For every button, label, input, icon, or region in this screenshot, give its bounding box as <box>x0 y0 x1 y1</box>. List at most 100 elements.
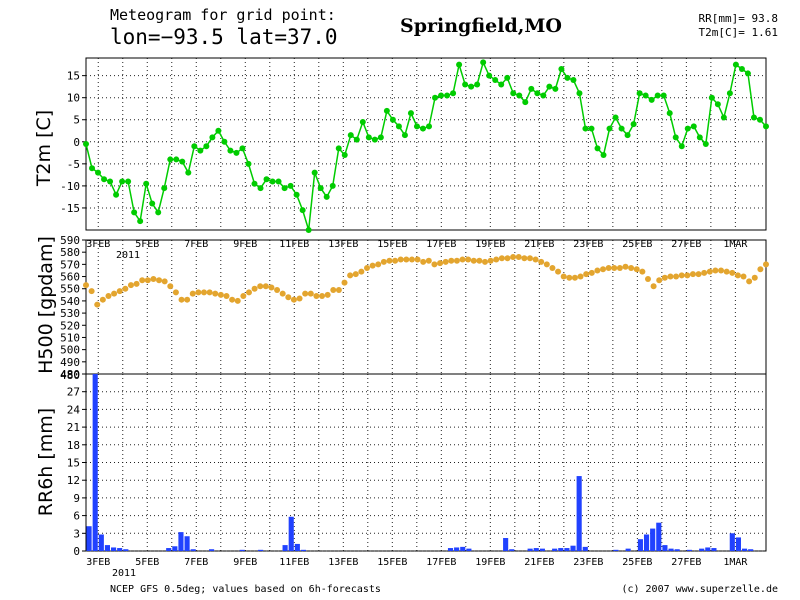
rr6h-bar <box>735 537 741 551</box>
h500-point <box>195 289 202 296</box>
t2m-point <box>305 227 312 233</box>
rr6h-bar <box>582 546 588 551</box>
t2m-point <box>95 169 102 176</box>
t2m-point <box>450 90 457 97</box>
h500-point <box>504 255 511 262</box>
h500-point <box>111 290 118 297</box>
y-tick-label: 15 <box>67 457 80 470</box>
h500-point <box>212 290 219 297</box>
h500-point <box>470 257 477 264</box>
t2m-point <box>696 134 703 141</box>
city-name: Springfield,MO <box>400 15 562 37</box>
t2m-point <box>257 185 264 192</box>
x-tick-label-bottom: 9FEB <box>233 557 257 568</box>
h500-point <box>566 274 573 281</box>
h500-point <box>105 293 112 300</box>
rr6h-bar <box>637 539 643 551</box>
rr6h-bar <box>178 532 184 551</box>
t2m-point <box>191 143 198 150</box>
t2m-point <box>137 218 144 225</box>
h500-point <box>616 265 623 272</box>
x-tick-label-bottom: 3FEB <box>86 557 110 568</box>
t2m-point <box>612 114 619 121</box>
t2m-point <box>401 132 408 139</box>
h500-point <box>279 290 286 297</box>
x-tick-label-mid: 11FEB <box>279 239 309 250</box>
t2m-point <box>173 156 180 163</box>
h500-point <box>521 255 528 262</box>
y-tick-label-top: 480 <box>60 369 80 382</box>
h500-point <box>352 271 359 278</box>
h500-point <box>723 268 730 275</box>
rr6h-bar <box>209 549 215 551</box>
y-tick-label: 24 <box>67 403 81 416</box>
rr6h-bar <box>300 549 307 551</box>
copyright-note: (c) 2007 www.superzelle.de <box>621 584 778 595</box>
t2m-point <box>311 169 318 176</box>
t2m-point <box>528 85 535 92</box>
h500-point <box>150 275 157 282</box>
t2m-point <box>107 178 114 185</box>
t2m-point <box>558 66 565 73</box>
h500-point <box>133 280 140 287</box>
h500-point <box>307 290 314 297</box>
h500-point <box>437 260 444 267</box>
h500-point <box>313 293 320 300</box>
h500-point <box>734 272 741 279</box>
h500-point <box>465 256 472 263</box>
h500-point <box>245 289 252 296</box>
x-tick-label-mid: 9FEB <box>233 239 257 250</box>
rr6h-axis-title: RR6h [mm] <box>35 408 57 516</box>
h500-point <box>347 272 354 279</box>
y-tick-label: 9 <box>73 492 80 505</box>
rr6h-bar <box>172 546 178 551</box>
t2m-point <box>389 116 396 123</box>
h500-point <box>611 265 618 272</box>
t2m-point <box>588 125 595 132</box>
x-tick-label-bottom: 21FEB <box>524 557 554 568</box>
rr6h-bar <box>282 545 288 551</box>
x-tick-label-bottom: 15FEB <box>377 557 407 568</box>
h500-point <box>459 256 466 263</box>
t2m-point <box>287 182 294 189</box>
t2m-point <box>365 134 372 141</box>
h500-point <box>156 277 163 284</box>
rr6h-bar <box>527 548 533 551</box>
x-tick-label-bottom: 23FEB <box>573 557 603 568</box>
h500-point <box>172 289 179 296</box>
h500-point <box>229 296 236 303</box>
rr6h-bar <box>711 548 717 551</box>
t2m-point <box>227 147 234 154</box>
rr6h-bar <box>509 549 515 551</box>
rr6h-bar <box>729 533 735 551</box>
x-tick-label-mid: 15FEB <box>377 239 407 250</box>
t2m-point <box>462 81 469 88</box>
y-tick-label: 530 <box>60 307 80 320</box>
t2m-point <box>371 136 378 143</box>
rr6h-bar <box>643 534 650 551</box>
t2m-point <box>522 99 529 106</box>
t2m-point <box>570 77 577 84</box>
rr6h-bar <box>705 547 711 551</box>
y-tick-label: 500 <box>60 344 80 357</box>
t2m-point <box>426 123 433 130</box>
year-label-mid: 2011 <box>116 250 140 261</box>
rr6h-bar <box>741 548 748 551</box>
h500-point <box>560 273 567 280</box>
rr6h-bar <box>533 548 539 551</box>
h500-point <box>296 295 303 302</box>
h500-point <box>622 263 629 270</box>
y-tick-label: -5 <box>67 158 80 171</box>
y-tick-label: 570 <box>60 258 80 271</box>
t2m-point <box>708 94 715 101</box>
t2m-point <box>480 59 487 66</box>
h500-point <box>605 265 612 272</box>
t2m-point <box>131 209 138 216</box>
x-tick-label-mid: 19FEB <box>475 239 505 250</box>
h500-axis-title: H500 [gpdam] <box>35 236 57 374</box>
t2m-point <box>197 147 204 154</box>
t2m-point <box>582 125 589 132</box>
rr-total: RR[mm]= 93.8 <box>699 12 778 25</box>
h500-point <box>532 256 539 263</box>
